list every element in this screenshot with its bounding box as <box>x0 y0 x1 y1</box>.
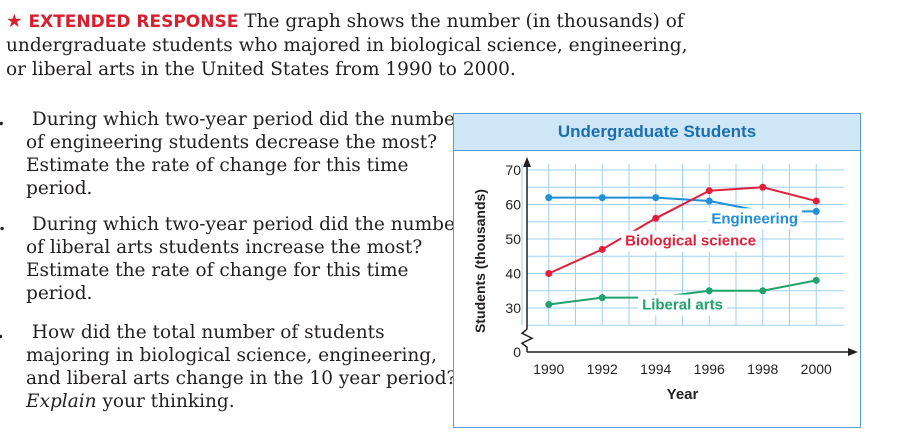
data-point <box>652 214 660 222</box>
question-text: During which two-year period did the num… <box>26 109 464 199</box>
data-point <box>545 301 553 309</box>
series-line <box>548 279 817 306</box>
star-icon: ★ <box>6 11 23 32</box>
x-tick-label: 1992 <box>587 361 618 377</box>
y-tick-label: 60 <box>505 197 521 213</box>
data-point <box>598 194 606 202</box>
y-axis-arrow <box>523 157 531 167</box>
question-letter: c. <box>0 321 26 344</box>
x-tick-label: 1998 <box>747 361 778 377</box>
question-c: c. How did the total number of students … <box>0 321 466 413</box>
y-tick-label: 50 <box>505 231 521 247</box>
data-point <box>759 287 767 295</box>
data-point <box>652 194 660 202</box>
x-axis-label: Year <box>667 386 699 403</box>
x-tick-label: 1996 <box>694 361 725 377</box>
series-label: Biological science <box>625 233 756 250</box>
chart-title: Undergraduate Students <box>454 114 860 151</box>
line-chart: 0 30 40 50 60 70 1990 1992 1994 1996 1998 2000 Year S… <box>472 157 858 403</box>
data-point <box>545 270 553 277</box>
series-label-background <box>707 208 803 230</box>
question-text-part: your thinking. <box>102 391 235 412</box>
x-tick-label: 1994 <box>640 361 671 377</box>
series-label-background <box>621 230 760 252</box>
x-tick-label: 2000 <box>801 361 832 377</box>
question-b: b. During which two-year period did the … <box>0 213 466 305</box>
question-letter: a. <box>0 108 26 131</box>
series-label: Engineering <box>711 210 798 227</box>
intro-text: The graph shows the number (in thousands… <box>6 11 688 80</box>
section-heading: EXTENDED RESPONSE <box>28 12 239 32</box>
y-tick-label: 40 <box>505 266 521 282</box>
data-point <box>812 197 820 205</box>
intro-paragraph: ★ EXTENDED RESPONSE The graph shows the … <box>6 10 706 82</box>
axis-break <box>520 328 534 352</box>
question-text-part: How did the total number of students maj… <box>26 322 457 389</box>
x-axis-arrow <box>848 348 858 356</box>
series-label: Liberal arts <box>642 297 723 314</box>
question-text-emphasis: Explain <box>26 391 97 412</box>
x-tick-label: 1990 <box>533 361 564 377</box>
data-point <box>545 194 553 202</box>
data-point <box>812 207 820 215</box>
data-point <box>812 276 820 284</box>
data-point <box>705 287 713 295</box>
question-text: During which two-year period did the num… <box>26 214 464 304</box>
y-tick-label: 70 <box>505 162 521 178</box>
chart-panel: Undergraduate Students 0 30 40 50 60 70 1990 19… <box>453 113 861 428</box>
data-point <box>705 197 713 205</box>
question-a: a. During which two-year period did the … <box>0 108 466 200</box>
question-letter: b. <box>0 213 26 236</box>
y-tick-label: 30 <box>505 300 521 316</box>
y-axis-label: Students (thousands) <box>472 189 488 333</box>
data-point <box>598 294 606 302</box>
data-point <box>598 245 606 253</box>
y-tick-label: 0 <box>513 344 521 360</box>
question-text: How did the total number of students maj… <box>26 322 456 412</box>
series-line <box>548 186 817 275</box>
series-label-background <box>638 294 727 316</box>
data-point <box>759 183 767 191</box>
data-point <box>705 187 713 195</box>
